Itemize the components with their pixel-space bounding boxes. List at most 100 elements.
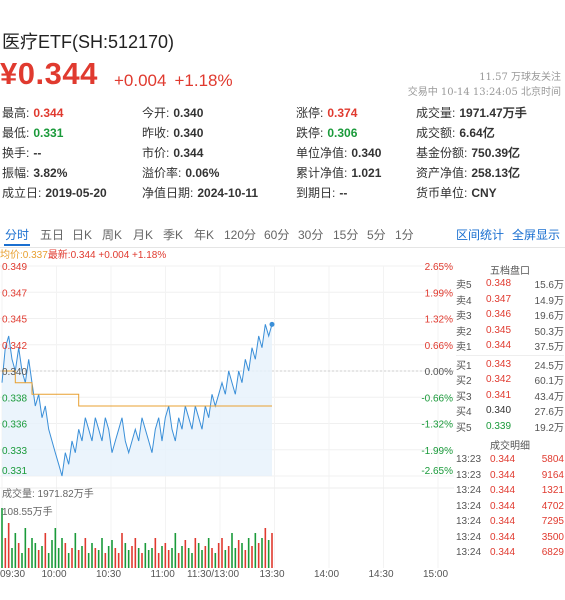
x-tick-label: 15:00 [423,569,449,580]
volume-bar [14,533,17,568]
volume-bar [37,550,40,568]
volume-bar [107,546,110,568]
trade-price: 0.344 [490,485,516,497]
ask-volume: 37.5万 [534,342,564,354]
volume-bar [267,540,270,568]
volume-bar [187,548,190,568]
ask-volume: 19.6万 [534,311,564,323]
volume-bar [71,548,73,568]
stat-volume: 成交量: 1971.47万手 [416,106,527,120]
y-tick-label-left: 0.349 [2,262,27,273]
tab-daily-k[interactable]: 日K [72,228,93,242]
volume-bar [217,543,220,568]
ask-row: 卖2 0.345 50.3万 [456,323,564,339]
bid-level-label: 买1 [456,360,472,372]
volume-bar [231,533,233,568]
trade-quantity: 1321 [541,485,564,497]
volume-bar [214,553,217,568]
order-book: 五档盘口 卖5 0.348 15.6万 卖4 0.347 14.9万 卖3 0.346 19.6… [456,262,564,561]
volume-bar [114,548,117,568]
trade-row: 13:23 0.344 9164 [456,468,564,484]
volume-bar [74,533,77,568]
stat-cum-nav: 累计净值: 1.021 [296,166,382,180]
active-tab-indicator [4,244,30,246]
ask-price: 0.348 [486,278,512,290]
trade-row: 13:24 0.344 3500 [456,530,564,546]
volume-bar [84,538,87,568]
tab-weekly-k[interactable]: 周K [102,228,123,242]
change-absolute: +0.004 [114,71,167,90]
bid-price: 0.340 [486,405,512,417]
tab-yearly-k[interactable]: 年K [194,228,215,242]
volume-bar [1,508,3,568]
trade-time: 13:24 [456,485,482,497]
legend-avg-price: 均价:0.337 [0,250,48,261]
ask-row: 卖4 0.347 14.9万 [456,292,564,308]
fullscreen-button[interactable]: 全屏显示 [512,228,561,242]
volume-bar [61,538,63,568]
volume-bar [124,543,127,568]
volume-bar [207,538,210,568]
order-book-title: 五档盘口 [490,266,530,277]
range-stats-button[interactable]: 区间统计 [456,228,505,242]
tab-30min[interactable]: 30分 [298,228,324,242]
y-tick-label-left: 0.342 [2,341,27,352]
volume-bar [271,533,273,568]
bid-level-label: 买2 [456,376,472,388]
tab-five-day[interactable]: 五日 [40,228,65,242]
ask-price: 0.345 [486,324,512,336]
ask-level-label: 卖4 [456,295,472,307]
stat-nav-date: 净值日期: 2024-10-11 [142,186,259,200]
trade-row: 13:24 0.344 6829 [456,545,564,561]
bid-price: 0.341 [486,389,512,401]
y-tick-label-right: 1.32% [425,315,453,326]
stat-open: 今开: 0.340 [142,106,204,120]
stat-limit-up: 涨停: 0.374 [296,106,358,120]
ask-volume: 50.3万 [534,326,564,338]
ask-level-label: 卖1 [456,342,472,354]
tab-5min[interactable]: 5分 [367,228,386,242]
bid-volume: 43.4万 [534,391,564,403]
stat-high: 最高: 0.344 [2,106,64,120]
x-tick-label: 11:30/13:00 [187,569,240,580]
y-tick-label-right: -2.65% [421,466,453,477]
volume-bar [184,540,187,568]
stat-unit-nav: 单位净值: 0.340 [296,146,382,160]
tab-quarterly-k[interactable]: 季K [163,228,184,242]
security-title: 医疗ETF(SH:512170) [2,32,175,52]
y-tick-label-right: 2.65% [425,262,453,273]
volume-bar [227,546,230,568]
stat-market-price: 市价: 0.344 [142,146,204,160]
stat-amplitude: 振幅: 3.82% [2,166,68,180]
bid-price: 0.342 [486,374,512,386]
trade-quantity: 7295 [541,516,564,528]
trade-price: 0.344 [490,469,516,481]
ask-level-label: 卖2 [456,326,472,338]
y-tick-label-right: -0.66% [421,393,453,404]
trade-time: 13:24 [456,531,482,543]
tab-intraday[interactable]: 分时 [5,228,30,242]
bid-price: 0.343 [486,358,512,370]
trade-quantity: 5804 [541,454,564,466]
volume-bar [251,546,253,568]
tab-monthly-k[interactable]: 月K [133,228,154,242]
stat-premium: 溢价率: 0.06% [142,166,220,180]
bid-volume: 60.1万 [534,376,564,388]
volume-bar [41,546,43,568]
chart-legend: 均价:0.337最新:0.344 +0.004 +1.18% [0,246,166,261]
avg-price-line [2,370,272,407]
y-tick-label-left: 0.338 [2,393,27,404]
tab-15min[interactable]: 15分 [333,228,359,242]
tab-60min[interactable]: 60分 [264,228,290,242]
volume-bar [131,546,133,568]
volume-bar [97,550,100,568]
intraday-chart[interactable]: 0.349 2.65% 0.347 1.99% 0.345 1.32% 0.342 0.66%… [0,258,456,570]
trade-price: 0.344 [490,547,516,559]
tab-1min[interactable]: 1分 [395,228,414,242]
ask-level-label: 卖3 [456,311,472,323]
volume-bar [171,548,173,568]
tab-120min[interactable]: 120分 [224,228,257,242]
volume-bar [254,533,257,568]
ask-level-label: 卖5 [456,280,472,292]
price-change: +0.004 +1.18% [114,71,241,91]
